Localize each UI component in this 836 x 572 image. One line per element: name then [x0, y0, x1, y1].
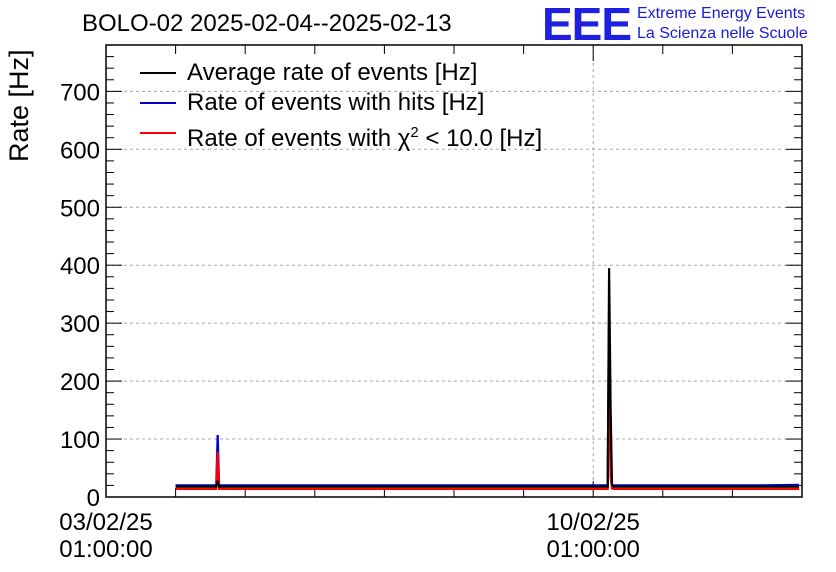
chart-title: BOLO-02 2025-02-04--2025-02-13	[82, 10, 452, 37]
logo-line-2: La Scienza nelle Scuole	[637, 25, 808, 42]
logo-line-1: Extreme Energy Events	[637, 5, 806, 22]
x-tick-label: 10/02/25 01:00:00	[533, 509, 653, 563]
legend-chi2-superscript: 2	[410, 124, 419, 141]
y-tick-label: 400	[60, 253, 100, 280]
legend-label-hits: Rate of events with hits [Hz]	[187, 89, 485, 116]
x-tick-label-time: 01:00:00	[546, 536, 640, 563]
x-tick-label-date: 03/02/25	[59, 509, 153, 536]
legend-label-chi2: Rate of events with χ2 < 10.0 [Hz]	[187, 118, 542, 154]
y-tick-label: 200	[60, 369, 100, 396]
y-tick-label: 300	[60, 311, 100, 338]
legend-label-average: Average rate of events [Hz]	[187, 59, 478, 86]
x-tick-label-time: 01:00:00	[59, 536, 153, 563]
legend-chi2-part-b: < 10.0 [Hz]	[418, 125, 543, 152]
series-line-average	[175, 268, 800, 488]
legend-chi2-symbol: χ	[397, 125, 411, 152]
legend-swatch-hits	[140, 102, 176, 104]
legend-chi2-part-a: Rate of events with	[187, 125, 398, 152]
eee-logo: EEE	[542, 0, 632, 50]
y-tick-label: 0	[87, 485, 100, 512]
legend-swatch-chi2	[140, 132, 176, 134]
eee-logo-text: Extreme Energy Events La Scienza nelle S…	[637, 4, 808, 44]
x-tick-label-date: 10/02/25	[546, 509, 640, 536]
y-tick-label: 500	[60, 195, 100, 222]
y-tick-label: 700	[60, 79, 100, 106]
series-line-hits	[175, 302, 800, 487]
y-tick-label: 100	[60, 427, 100, 454]
x-tick-label: 03/02/25 01:00:00	[46, 509, 166, 563]
y-tick-label: 600	[60, 137, 100, 164]
series-line-chi2	[175, 339, 800, 490]
legend-swatch-average	[140, 72, 176, 74]
